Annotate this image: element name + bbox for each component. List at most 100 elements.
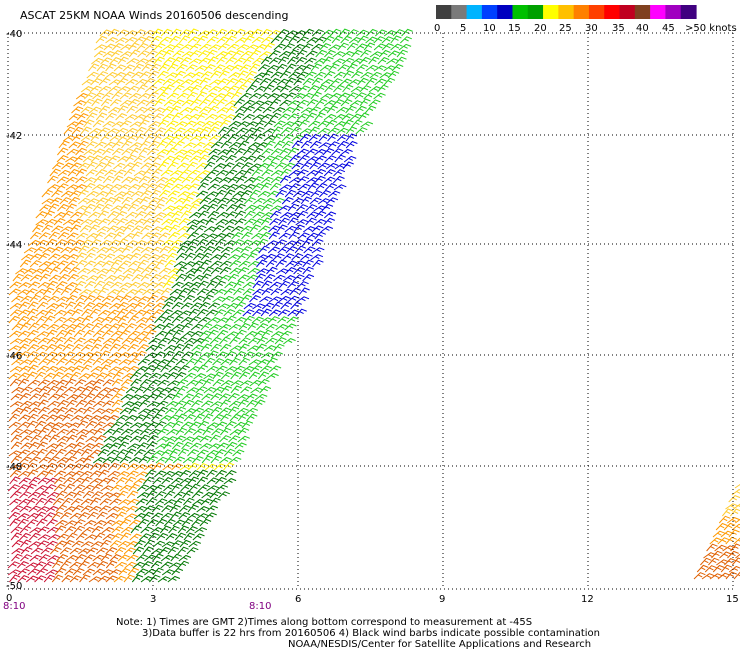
- wind-barb: [218, 323, 232, 331]
- wind-barb: [179, 184, 193, 191]
- wind-barb: [224, 351, 237, 359]
- wind-barb: [260, 28, 272, 37]
- wind-barb: [116, 322, 128, 331]
- wind-barb: [297, 232, 310, 240]
- wind-barb: [135, 204, 149, 212]
- wind-barb: [234, 197, 247, 205]
- wind-barb: [363, 42, 376, 51]
- wind-barb: [210, 275, 223, 282]
- wind-barb: [199, 43, 212, 51]
- wind-barb: [9, 281, 22, 289]
- wind-barb: [333, 184, 347, 191]
- time-label-left: 8:10: [3, 601, 25, 612]
- wind-barb: [91, 442, 104, 450]
- wind-barb: [138, 92, 151, 100]
- wind-barb: [80, 218, 93, 226]
- wind-barb: [220, 427, 232, 436]
- wind-barb: [186, 547, 199, 555]
- lat-label-48: -48: [6, 462, 22, 473]
- wind-barb: [148, 337, 161, 345]
- wind-barb: [163, 84, 175, 93]
- wind-barb: [99, 350, 111, 359]
- wind-barb: [328, 44, 342, 51]
- wind-barb: [129, 371, 142, 380]
- wind-barb: [55, 379, 68, 387]
- wind-barb: [252, 106, 265, 114]
- wind-barb: [77, 512, 90, 520]
- wind-barb: [25, 575, 39, 583]
- wind-barb: [248, 63, 261, 72]
- wind-barb: [88, 63, 100, 72]
- wind-barb: [9, 469, 22, 478]
- wind-barb: [200, 176, 212, 184]
- wind-barb: [94, 161, 107, 170]
- wind-barb: [47, 534, 61, 541]
- wind-barb: [303, 246, 316, 254]
- wind-barb: [223, 50, 236, 58]
- wind-barb: [131, 231, 143, 240]
- wind-barb: [102, 337, 116, 345]
- wind-barb: [148, 121, 161, 128]
- wind-barb: [183, 532, 195, 541]
- wind-barb: [215, 28, 228, 37]
- wind-barb: [320, 79, 334, 86]
- wind-barb: [179, 35, 191, 44]
- wind-barb: [71, 134, 84, 142]
- wind-barb: [54, 336, 67, 345]
- wind-barb: [139, 140, 151, 149]
- wind-barb: [181, 518, 194, 527]
- wind-barb: [243, 183, 256, 191]
- wind-barb: [128, 281, 141, 289]
- wind-barb: [111, 399, 124, 408]
- wind-barb: [146, 441, 158, 450]
- wind-barb: [278, 50, 292, 58]
- wind-barb: [208, 148, 221, 156]
- wind-barb: [170, 553, 182, 562]
- wind-barb: [89, 128, 102, 135]
- wind-barb: [254, 43, 268, 51]
- wind-barb: [151, 28, 164, 37]
- wind-barb: [166, 357, 179, 366]
- wind-barb: [23, 247, 37, 254]
- wind-barb: [266, 266, 278, 275]
- wind-barb: [216, 329, 229, 338]
- wind-barb: [215, 351, 228, 359]
- wind-barb: [709, 573, 723, 580]
- wind-barb: [161, 135, 175, 142]
- wind-barb: [98, 462, 111, 471]
- wind-barb: [45, 343, 57, 352]
- wind-barb: [278, 113, 291, 121]
- wind-barb: [116, 287, 128, 296]
- wind-barb: [72, 477, 85, 485]
- wind-barb: [108, 302, 122, 310]
- wind-barb: [154, 491, 167, 499]
- wind-barb: [147, 254, 161, 261]
- wind-barb: [17, 378, 30, 387]
- wind-barb: [86, 267, 100, 275]
- wind-barb: [16, 513, 30, 520]
- wind-barb: [106, 128, 120, 135]
- wind-barb: [219, 407, 232, 415]
- wind-barb: [217, 43, 230, 51]
- wind-barb: [108, 358, 122, 366]
- wind-barb: [318, 142, 332, 149]
- wind-barb: [184, 428, 196, 436]
- wind-barb: [75, 168, 87, 177]
- wind-barb: [366, 77, 378, 86]
- wind-barb: [116, 386, 129, 394]
- wind-barb: [148, 70, 160, 79]
- wind-barb: [311, 247, 325, 254]
- wind-barb: [271, 301, 283, 310]
- wind-barb: [390, 35, 402, 44]
- wind-barb: [321, 29, 334, 37]
- wind-barb: [88, 415, 102, 422]
- wind-barb: [164, 259, 177, 268]
- wind-barb: [179, 240, 193, 247]
- wind-barb: [313, 205, 327, 212]
- wind-barb: [182, 399, 195, 408]
- wind-barb: [200, 273, 212, 282]
- wind-barb: [81, 323, 94, 331]
- wind-barb: [94, 44, 107, 51]
- wind-barb: [167, 268, 181, 275]
- wind-barb: [319, 43, 332, 51]
